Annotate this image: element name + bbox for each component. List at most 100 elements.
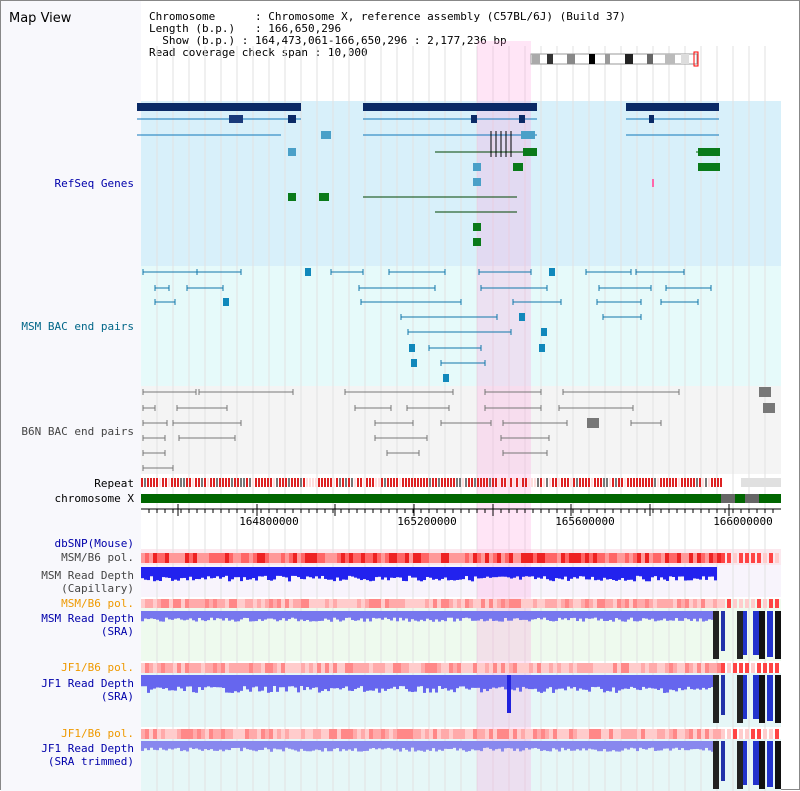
msm-pol-sra-cell <box>297 599 301 608</box>
msm-depth-cap-bar <box>492 567 495 578</box>
jf1-pol-cell <box>329 663 333 673</box>
jf1-pol-cell <box>775 663 779 673</box>
jf1-depth-sra-bar <box>489 675 492 689</box>
msm-depth-sra-bar <box>699 611 702 619</box>
msm-pol-sra-cell <box>641 599 645 608</box>
jf1-depth-trim-bar <box>393 741 396 751</box>
jf1-pol-trim-cell <box>405 729 409 739</box>
msm-pol-sra-cell <box>317 599 321 608</box>
msm-depth-cap-bar <box>360 567 363 581</box>
jf1-pol-trim-cell <box>513 729 517 739</box>
track-label-msm-bac[interactable]: MSM BAC end pairs <box>21 320 134 333</box>
msm-depth-sra-bar <box>249 611 252 622</box>
jf1-pol-cell <box>529 663 533 673</box>
msm-depth-sra-bar <box>150 611 153 619</box>
repeat-segment <box>459 478 461 487</box>
jf1-pol-trim-cell <box>237 729 241 739</box>
msm-depth-sra-bar <box>438 611 441 622</box>
jf1-depth-trim-bar <box>201 741 204 751</box>
repeat-segment <box>693 478 695 487</box>
msm-pol-sra-cell <box>213 599 217 608</box>
jf1-pol-cell <box>701 663 705 673</box>
msm-pol-sra-cell <box>157 599 161 608</box>
msm-depth-cap-bar <box>204 567 207 580</box>
jf1-depth-trim-bar <box>465 741 468 752</box>
msm-depth-sra-bar <box>189 611 192 619</box>
jf1-pol-cell <box>313 663 317 673</box>
jf1-depth-trim-bar <box>381 741 384 750</box>
jf1-depth-sra-bar <box>612 675 615 688</box>
jf1-pol-trim-cell <box>313 729 317 739</box>
axis-tick-label: 164800000 <box>239 515 299 528</box>
depth-spike <box>507 675 511 713</box>
msm-depth-sra-bar <box>276 611 279 622</box>
msm-depth-sra-bar <box>258 611 261 620</box>
msm-depth-sra-bar <box>498 611 501 622</box>
track-label-refseq[interactable]: RefSeq Genes <box>54 177 134 190</box>
msm-pol-cap-cell <box>633 553 637 563</box>
jf1-depth-trim-bar <box>543 741 546 751</box>
msm-depth-cap-bar <box>627 567 630 580</box>
repeat-segment <box>603 478 605 487</box>
msm-pol-sra-cell <box>433 599 437 608</box>
jf1-pol-cell <box>585 663 589 673</box>
jf1-pol-cell <box>629 663 633 673</box>
jf1-depth-sra-bar <box>297 675 300 693</box>
jf1-pol-cell <box>257 663 261 673</box>
jf1-depth-sra-bar <box>687 675 690 687</box>
msm-depth-sra-bar <box>585 611 588 619</box>
jf1-depth-trim-bar <box>147 741 150 751</box>
msm-depth-cap-bar <box>609 567 612 580</box>
msm-pol-sra-cell <box>381 599 385 608</box>
msm-pol-cap-cell <box>329 553 333 563</box>
msm-pol-cap-cell <box>169 553 173 563</box>
msm-pol-cap-cell <box>649 553 653 563</box>
track-label-b6n-bac[interactable]: B6N BAC end pairs <box>21 425 134 438</box>
jf1-depth-trim-bar <box>420 741 423 751</box>
repeat-segment <box>720 478 722 487</box>
ideogram-band <box>681 54 689 64</box>
msm-pol-cap-cell <box>713 553 717 563</box>
jf1-depth-sra-bar <box>231 675 234 693</box>
msm-depth-cap-bar <box>618 567 621 580</box>
jf1-pol-trim-cell <box>373 729 377 739</box>
jf1-pol-trim-cell <box>229 729 233 739</box>
msm-depth-sra-bar <box>507 611 510 621</box>
jf1-pol-cell <box>457 663 461 673</box>
msm-pol-sra-cell <box>373 599 377 608</box>
msm-depth-cap-bar <box>489 567 492 578</box>
msm-pol-cap-cell <box>209 553 213 563</box>
msm-pol-cap-cell <box>233 553 237 563</box>
msm-pol-sra-cell <box>469 599 473 608</box>
jf1-depth-trim-bar <box>477 741 480 751</box>
jf1-depth-trim-bar <box>384 741 387 749</box>
jf1-depth-trim-bar <box>636 741 639 752</box>
msm-depth-cap-bar <box>420 567 423 582</box>
jf1-depth-trim-bar <box>330 741 333 752</box>
jf1-depth-trim-bar <box>249 741 252 750</box>
jf1-pol-trim-cell <box>361 729 365 739</box>
msm-pol-cap-cell <box>181 553 185 563</box>
msm-pol-cap-cell <box>665 553 669 563</box>
jf1-pol-trim-cell <box>709 729 713 739</box>
msm-pol-sra-cell <box>345 599 349 608</box>
repeat-segment <box>474 478 476 487</box>
jf1-pol-cell <box>413 663 417 673</box>
jf1-depth-sra-bar <box>405 675 408 690</box>
jf1-depth-sra-bar <box>555 675 558 690</box>
msm-pol-cap-cell <box>289 553 293 563</box>
jf1-depth-trim-bar <box>252 741 255 751</box>
repeat-segment <box>330 478 332 487</box>
msm-depth-cap-bar <box>411 567 414 578</box>
jf1-depth-trim-bar <box>468 741 471 752</box>
jf1-pol-trim-cell <box>701 729 705 739</box>
track-label-dbsnp[interactable]: dbSNP(Mouse) <box>54 537 134 550</box>
msm-pol-sra-cell <box>249 599 253 608</box>
jf1-depth-sra-bar <box>705 675 708 690</box>
msm-pol-sra-cell <box>557 599 561 608</box>
repeat-segment <box>507 478 509 487</box>
jf1-pol-cell <box>597 663 601 673</box>
axis-tick-label: 166000000 <box>713 515 773 528</box>
jf1-pol-cell <box>421 663 425 673</box>
